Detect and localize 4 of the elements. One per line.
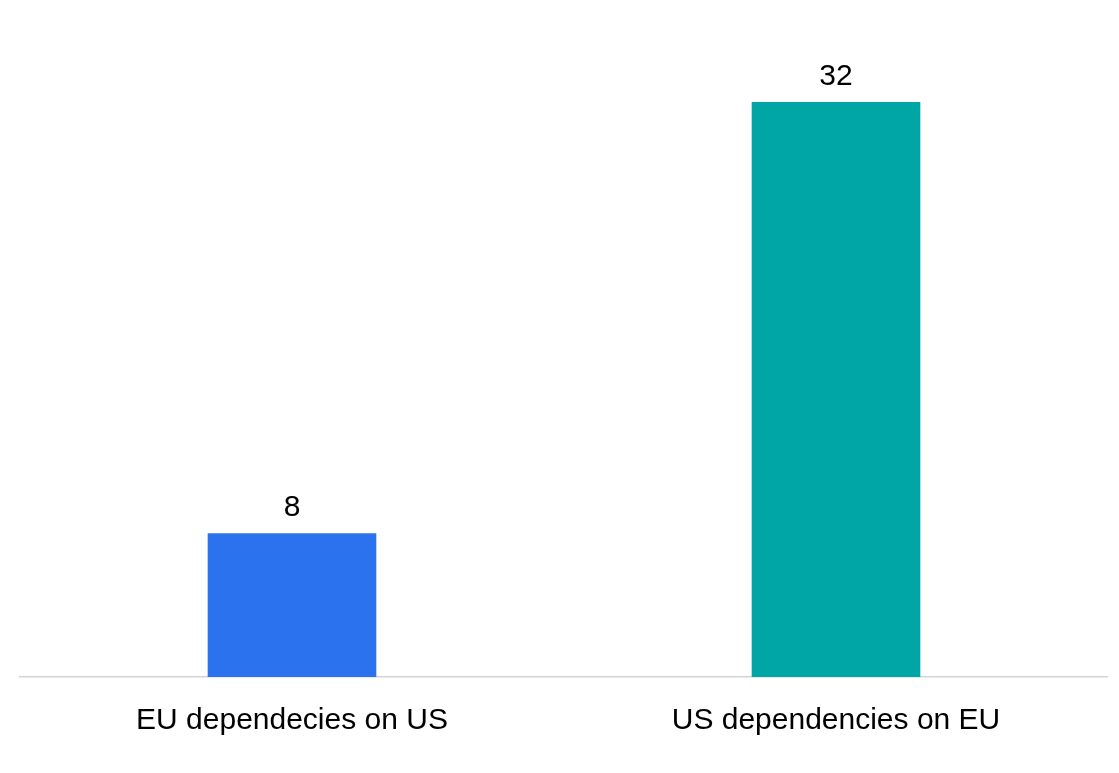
x-tick-label: EU dependecies on US xyxy=(136,702,448,736)
x-tick-label: US dependencies on EU xyxy=(671,702,1001,736)
data-label: 32 xyxy=(819,58,853,92)
data-label: 8 xyxy=(283,489,301,523)
